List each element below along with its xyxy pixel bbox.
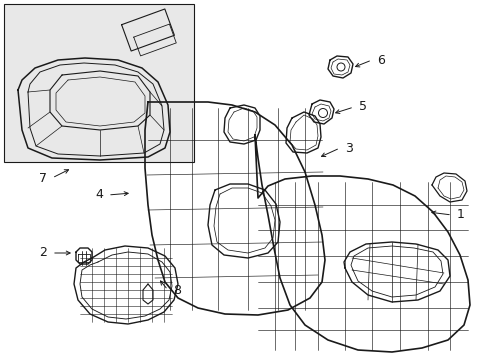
Text: 5: 5 bbox=[358, 100, 366, 113]
Text: 2: 2 bbox=[39, 247, 47, 260]
Text: 1: 1 bbox=[456, 208, 464, 221]
Text: 8: 8 bbox=[173, 284, 181, 297]
Text: 7: 7 bbox=[39, 171, 47, 184]
Text: 4: 4 bbox=[95, 189, 103, 202]
Text: 3: 3 bbox=[345, 141, 352, 154]
Text: 6: 6 bbox=[376, 54, 384, 67]
Bar bbox=[4, 4, 194, 162]
